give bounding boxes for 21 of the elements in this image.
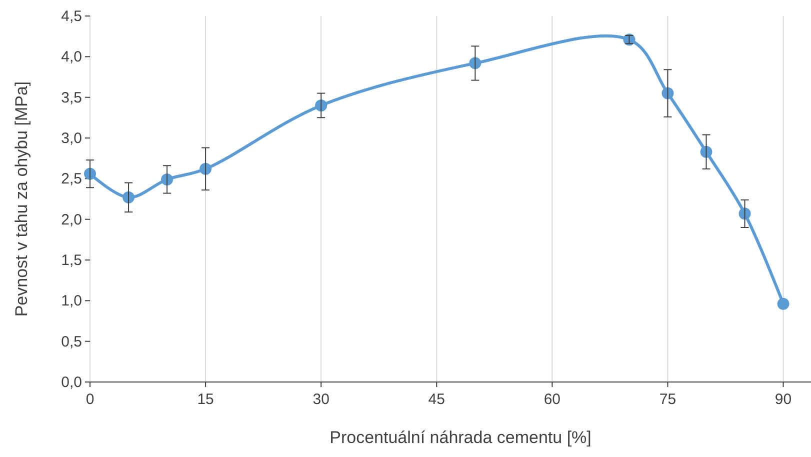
y-tick-label: 1,0 <box>61 292 82 310</box>
y-tick-label: 3,0 <box>61 130 82 147</box>
y-tick-label: 4,0 <box>61 48 82 66</box>
x-tick-label: 90 <box>774 391 792 408</box>
point <box>84 168 96 180</box>
point <box>777 298 790 310</box>
x-tick-label: 45 <box>428 391 445 408</box>
y-tick-label: 1,5 <box>61 252 82 269</box>
x-axis-title: Procentuální náhrada cementu [%] <box>330 428 592 447</box>
x-tick-label: 60 <box>544 391 561 408</box>
y-tick-label: 0,5 <box>61 333 82 350</box>
x-tick-label: 0 <box>86 391 94 408</box>
y-tick-label: 0,0 <box>61 374 82 391</box>
x-tick-label: 30 <box>312 391 330 408</box>
y-axis-title: Pevnost v tahu za ohybu [MPa] <box>12 81 31 317</box>
x-tick-label: 75 <box>659 391 676 408</box>
y-tick-label: 4,5 <box>61 8 82 25</box>
y-tick-label: 2,0 <box>61 211 82 228</box>
x-tick-label: 15 <box>197 391 214 408</box>
y-tick-label: 3,5 <box>61 89 82 106</box>
y-tick-label: 2,5 <box>61 170 82 188</box>
